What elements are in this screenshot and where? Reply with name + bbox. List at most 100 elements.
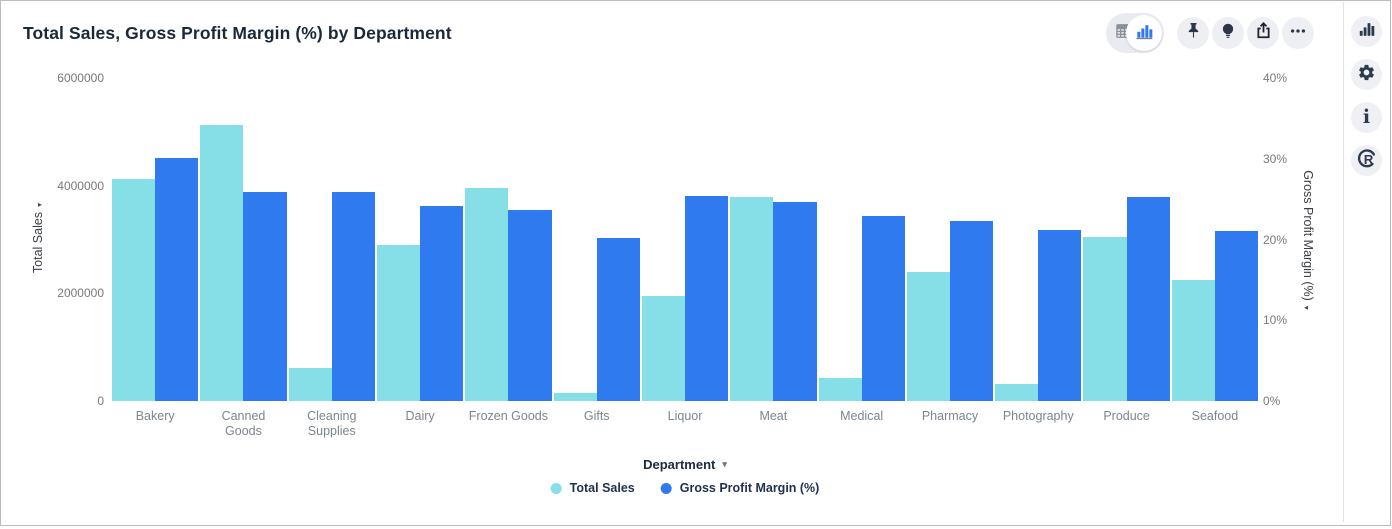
bar-group	[112, 78, 199, 401]
pin-button[interactable]	[1177, 17, 1209, 49]
x-axis-category-label: Photography	[1002, 409, 1074, 423]
chart-title: Total Sales, Gross Profit Margin (%) by …	[23, 23, 452, 43]
legend-label: Gross Profit Margin (%)	[679, 481, 820, 495]
bar-group	[200, 78, 287, 401]
bar-gross-profit-margin[interactable]	[685, 195, 729, 401]
bar-group	[641, 78, 729, 401]
more-options-button[interactable]	[1282, 17, 1314, 49]
left-axis-title[interactable]: Total Sales ▾	[31, 203, 45, 273]
bar-gross-profit-margin[interactable]	[508, 210, 552, 401]
bar-group	[1083, 78, 1170, 401]
x-axis-category-label: Gifts	[583, 409, 610, 423]
bar-chart-view-icon	[1134, 21, 1154, 46]
chart-type-button[interactable]	[1351, 16, 1382, 47]
bar-group	[553, 78, 640, 401]
legend-label: Total Sales	[569, 481, 635, 495]
x-axis-category-label: Cleaning Supplies	[307, 409, 357, 438]
x-axis-category-label: Meat	[759, 409, 788, 423]
x-axis-category-label: Frozen Goods	[468, 409, 549, 423]
chart-legend: Total Sales Gross Profit Margin (%)	[550, 481, 820, 495]
left-axis-ticks: 6000000 4000000 2000000 0	[1, 71, 104, 408]
x-axis-category-label: Produce	[1103, 409, 1150, 423]
right-sidebar: i R	[1343, 2, 1389, 522]
legend-swatch	[660, 482, 672, 494]
x-axis-category-label: Bakery	[135, 409, 175, 423]
bar-gross-profit-margin[interactable]	[1214, 231, 1259, 401]
insights-button[interactable]	[1212, 17, 1244, 49]
bar-chart-view-button[interactable]	[1126, 15, 1162, 51]
plot-area	[111, 78, 1259, 401]
bar-group	[1171, 78, 1259, 401]
legend-item[interactable]: Gross Profit Margin (%)	[660, 481, 820, 495]
chart-type-icon	[1358, 21, 1375, 43]
x-axis-category-label: Canned Goods	[221, 409, 266, 438]
bar-total-sales[interactable]	[112, 179, 156, 401]
lightbulb-icon	[1218, 21, 1238, 46]
right-axis-title-text: Gross Profit Margin (%)	[1301, 170, 1315, 301]
x-axis-dimension-label: Department	[643, 457, 716, 472]
axis-tick-label: 20%	[1263, 232, 1288, 247]
legend-swatch	[550, 482, 562, 494]
axis-tick-label: 4000000	[57, 178, 104, 193]
view-toggle	[1106, 13, 1164, 53]
bar-total-sales[interactable]	[1171, 280, 1215, 401]
bar-total-sales[interactable]	[1083, 236, 1127, 401]
bar-group	[288, 78, 375, 401]
bar-gross-profit-margin[interactable]	[243, 191, 287, 401]
x-axis-category-label: Seafood	[1191, 409, 1239, 423]
axis-tick-label: 6000000	[57, 71, 104, 85]
bar-gross-profit-margin[interactable]	[949, 220, 994, 401]
bar-group	[465, 78, 552, 401]
r-logo-icon: R	[1356, 147, 1378, 174]
info-button[interactable]: i	[1351, 102, 1382, 133]
bar-total-sales[interactable]	[200, 124, 244, 401]
bar-group	[376, 78, 464, 401]
bar-gross-profit-margin[interactable]	[1038, 229, 1082, 401]
bar-group	[730, 78, 817, 401]
bar-total-sales[interactable]	[730, 196, 774, 401]
x-axis-category-label: Medical	[840, 409, 884, 423]
x-axis-category-label: Liquor	[667, 409, 703, 423]
bar-total-sales[interactable]	[906, 272, 950, 401]
bar-gross-profit-margin[interactable]	[331, 191, 375, 401]
settings-button[interactable]	[1351, 59, 1382, 90]
axis-tick-label: 0	[97, 394, 104, 408]
svg-text:R: R	[1363, 152, 1373, 167]
bar-group	[818, 78, 905, 401]
bar-gross-profit-margin[interactable]	[420, 205, 464, 401]
share-button[interactable]	[1247, 17, 1279, 49]
x-axis-category-label: Pharmacy	[921, 409, 979, 423]
axis-direction-arrow-icon: ▾	[35, 202, 44, 207]
bar-total-sales[interactable]	[818, 377, 862, 401]
chart-toolbar	[1106, 13, 1314, 53]
x-axis-labels: Bakery Canned Goods Cleaning Supplies Dairy…	[111, 409, 1259, 439]
right-axis-ticks: 40% 30% 20% 10% 0%	[1263, 71, 1323, 408]
right-axis-title[interactable]: Gross Profit Margin (%) ▾	[1301, 170, 1315, 310]
settings-gear-icon	[1357, 63, 1376, 87]
bar-total-sales[interactable]	[553, 392, 597, 401]
bar-total-sales[interactable]	[465, 188, 509, 401]
x-axis-dimension-dropdown[interactable]: Department ▾	[643, 457, 727, 472]
bar-gross-profit-margin[interactable]	[596, 237, 640, 401]
bar-total-sales[interactable]	[288, 367, 332, 401]
left-axis-title-text: Total Sales	[31, 211, 45, 274]
bar-total-sales[interactable]	[376, 244, 421, 401]
bar-gross-profit-margin[interactable]	[861, 216, 905, 401]
pin-icon	[1184, 21, 1203, 45]
bar-gross-profit-margin[interactable]	[773, 201, 817, 401]
more-options-icon	[1288, 21, 1308, 46]
bar-gross-profit-margin[interactable]	[155, 157, 199, 401]
bar-total-sales[interactable]	[641, 295, 686, 401]
axis-tick-label: 40%	[1263, 71, 1288, 85]
legend-item[interactable]: Total Sales	[550, 481, 635, 495]
axis-direction-arrow-icon: ▾	[1302, 305, 1311, 310]
r-logo-button[interactable]: R	[1351, 145, 1382, 176]
bar-group	[995, 78, 1082, 401]
bar-gross-profit-margin[interactable]	[1126, 196, 1170, 401]
info-icon: i	[1362, 106, 1371, 128]
bar-group	[906, 78, 994, 401]
chevron-down-icon: ▾	[722, 459, 727, 469]
bar-total-sales[interactable]	[995, 384, 1039, 401]
share-icon	[1254, 21, 1273, 45]
